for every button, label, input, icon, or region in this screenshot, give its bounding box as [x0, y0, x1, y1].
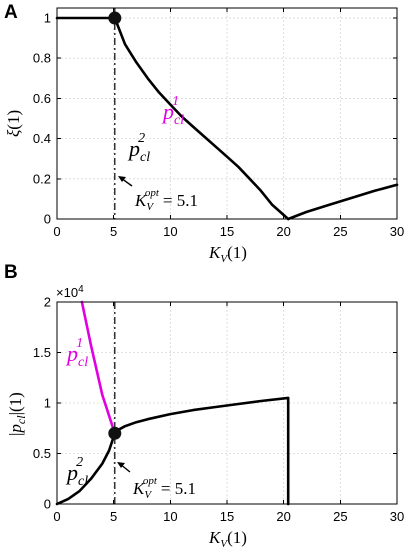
panel-b-xtick-label: 20 [276, 509, 290, 524]
panel-a-letter: A [4, 2, 18, 23]
panel-b-series [55, 300, 290, 506]
panel-a-xtick-label: 0 [53, 224, 60, 239]
panel-b-label-p2: pcl2 [65, 455, 88, 489]
panel-b: B 0 5 10 15 20 25 30 0 0.5 1 1.5 2 ×104 |pcl|(1) KV… [4, 262, 404, 550]
panel-a-marker-point [108, 11, 122, 25]
panel-b-xlabel: KV(1) [208, 528, 247, 550]
panel-b-xtick-label: 30 [390, 509, 404, 524]
svg-text:|pcl|(1): |pcl|(1) [6, 392, 28, 436]
panel-b-series-line-3 [113, 396, 290, 506]
panel-b-axes-box [56, 301, 398, 505]
panel-a-grid [57, 8, 397, 219]
panel-a-xtick-label: 15 [220, 224, 234, 239]
panel-b-ticks: 0 5 10 15 20 25 30 0 0.5 1 1.5 2 [33, 295, 404, 525]
panel-a-series [55, 8, 399, 221]
panel-a-ticks: 0 5 10 15 20 25 30 0 0.2 0.4 0.6 0.8 1 [33, 8, 404, 239]
panel-b-xtick-label: 10 [163, 509, 177, 524]
panel-a-ytick-label: 0.2 [33, 171, 51, 186]
panel-b-arrow-icon [117, 462, 131, 473]
panel-b-ytick-label: 1 [44, 396, 51, 411]
panel-b-ylabel: |pcl|(1) [6, 392, 28, 436]
panel-b-ytick-label: 0 [44, 497, 51, 512]
panel-b-exponent: ×104 [56, 284, 84, 300]
panel-a-xtick-label: 30 [390, 224, 404, 239]
panel-a-ytick-label: 0.8 [33, 51, 51, 66]
panel-b-letter: B [4, 262, 18, 283]
panel-a-arrow-icon [118, 176, 133, 187]
panel-a-ytick-label: 1 [44, 11, 51, 26]
panel-b-xtick-label: 0 [53, 509, 60, 524]
panel-a-ytick-label: 0 [44, 212, 51, 227]
panel-b-xtick-label: 25 [333, 509, 347, 524]
panel-a-ytick-label: 0.6 [33, 91, 51, 106]
panel-b-series-line-2 [55, 431, 117, 506]
panel-a-xlabel: KV(1) [208, 243, 247, 265]
panel-a-label-p1: pcl1 [161, 94, 184, 128]
panel-a-series-line-1 [55, 16, 290, 221]
panel-a-label-p2: pcl2 [127, 131, 150, 165]
panel-b-ytick-label: 2 [44, 295, 51, 310]
panel-b-marker-point [108, 426, 122, 440]
panel-b-series-line-1 [80, 300, 117, 435]
panel-b-xtick-label: 15 [220, 509, 234, 524]
panel-a-xtick-label: 10 [163, 224, 177, 239]
panel-a-label-kopt: KVopt = 5.1 [134, 187, 198, 213]
panel-a-xtick-label: 25 [333, 224, 347, 239]
panel-a-xtick-label: 5 [110, 224, 117, 239]
panel-a-xtick-label: 20 [276, 224, 290, 239]
panel-a-series-line-2 [286, 183, 399, 221]
panel-b-label-kopt: KVopt = 5.1 [132, 475, 196, 501]
panel-a-ytick-label: 0.4 [33, 131, 51, 146]
panel-b-ytick-label: 1.5 [33, 345, 51, 360]
panel-b-label-p1: pcl1 [65, 336, 88, 370]
panel-b-grid [57, 302, 397, 504]
panel-b-ytick-label: 0.5 [33, 446, 51, 461]
panel-a-axes-box [56, 7, 398, 220]
panel-b-xtick-label: 5 [110, 509, 117, 524]
panel-a-ylabel: ξ(1) [4, 110, 23, 137]
